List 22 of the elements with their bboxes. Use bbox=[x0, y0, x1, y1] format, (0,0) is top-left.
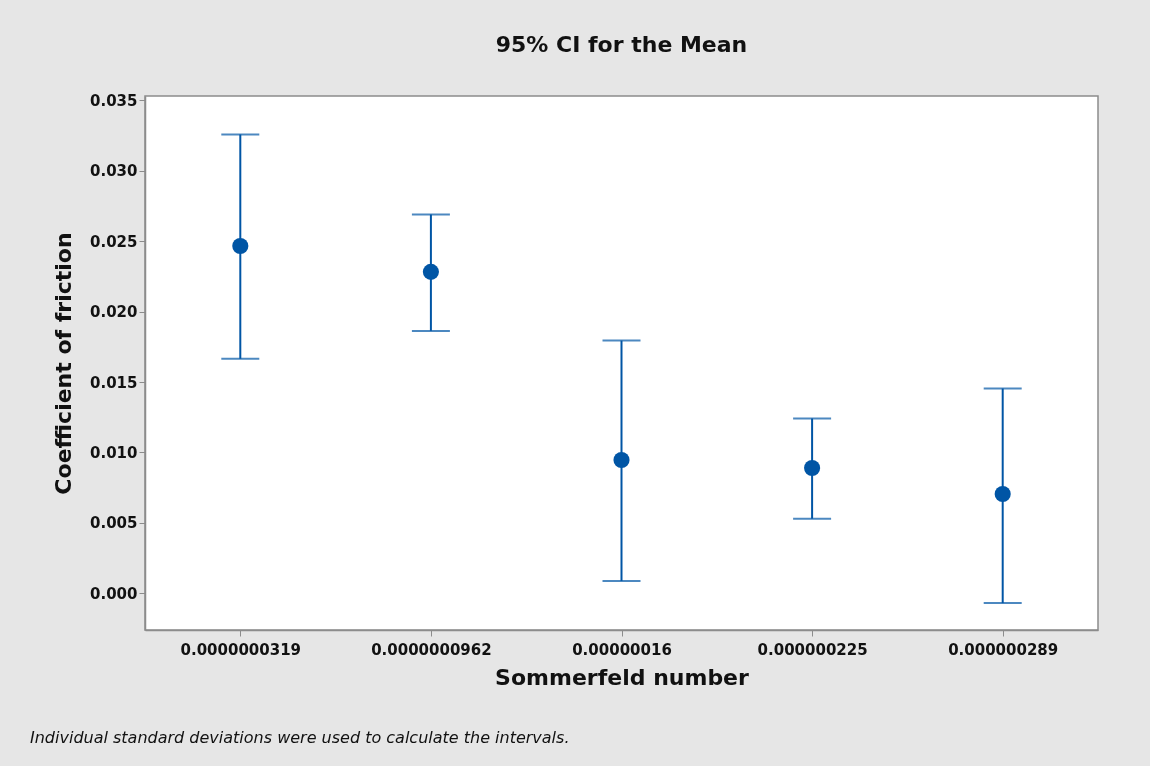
point bbox=[994, 485, 1011, 503]
chart-title: 95% CI for the Mean bbox=[495, 32, 748, 58]
text: Individual standard deviations were used to calculate the intervals. bbox=[30, 728, 570, 747]
x-tick-label: 0.0000000319 bbox=[180, 640, 302, 659]
y-tick-label: 0.020 bbox=[90, 303, 138, 322]
y-tick-label: 0.030 bbox=[90, 162, 138, 181]
x-tick-label: 0.0000000962 bbox=[371, 640, 492, 659]
y-tick-label: 0.025 bbox=[90, 232, 138, 251]
x-axis-title: Sommerfeld number bbox=[495, 664, 750, 690]
y-tick-label: 0.035 bbox=[90, 91, 138, 110]
y-axis-title: Coefficient of friction bbox=[51, 232, 77, 495]
x-tick-label: 0.000000225 bbox=[757, 640, 868, 659]
y-tick-label: 0.000 bbox=[90, 584, 138, 603]
y-tick-label: 0.015 bbox=[90, 373, 138, 392]
point bbox=[804, 459, 821, 477]
x-tick-label: 0.00000016 bbox=[572, 640, 672, 659]
point bbox=[232, 238, 249, 255]
point bbox=[422, 263, 439, 280]
y-tick-label: 0.010 bbox=[90, 443, 138, 462]
x-tick-label: 0.000000289 bbox=[948, 640, 1059, 659]
point bbox=[613, 451, 630, 468]
y-tick-label: 0.005 bbox=[90, 514, 138, 533]
